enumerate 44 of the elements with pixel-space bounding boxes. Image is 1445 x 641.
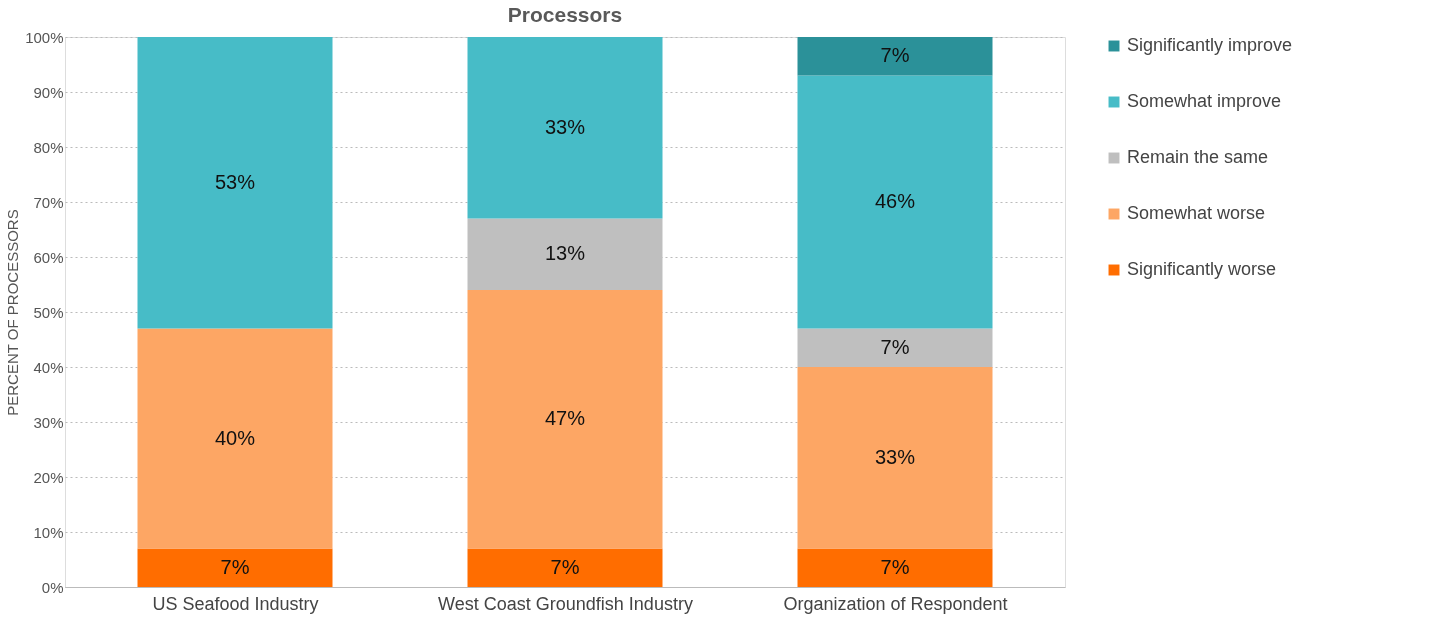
data-label: 7% <box>220 555 250 578</box>
bar <box>137 548 333 587</box>
bar <box>137 37 333 329</box>
data-label: 40% <box>214 426 256 449</box>
bar <box>797 548 993 587</box>
bar <box>467 37 663 219</box>
y-tick-label: 10% <box>33 523 64 541</box>
bar <box>797 367 993 549</box>
y-tick-label: 90% <box>33 83 64 101</box>
chart-title: Processors <box>507 3 623 26</box>
y-tick-label: 60% <box>33 248 64 266</box>
y-tick-label: 0% <box>41 578 64 596</box>
bar <box>137 328 333 549</box>
data-label: 13% <box>544 242 586 265</box>
legend-label: Significantly worse <box>1127 259 1277 279</box>
y-axis-title: PERCENT OF PROCESSORS <box>4 209 22 416</box>
x-tick-label: Organization of Respondent <box>783 593 1008 614</box>
data-label: 33% <box>874 445 916 468</box>
legend-label: Remain the same <box>1127 147 1269 167</box>
y-tick-label: 40% <box>33 358 64 376</box>
data-label: 7% <box>550 555 580 578</box>
legend-label: Somewhat improve <box>1127 91 1282 111</box>
bar <box>797 328 993 367</box>
data-label: 7% <box>880 555 910 578</box>
bar <box>467 290 663 549</box>
y-tick-label: 50% <box>33 303 64 321</box>
bar <box>797 37 993 76</box>
x-tick-label: West Coast Groundfish Industry <box>438 593 693 614</box>
data-label: 46% <box>874 190 916 212</box>
y-tick-label: 70% <box>33 193 64 211</box>
data-label: 7% <box>880 44 910 67</box>
bar <box>467 548 663 587</box>
y-tick-label: 20% <box>33 468 64 486</box>
data-label: 53% <box>214 170 256 193</box>
legend-label: Significantly improve <box>1127 35 1293 55</box>
y-tick-label: 100% <box>25 28 64 46</box>
data-label: 7% <box>880 335 910 358</box>
legend-label: Somewhat worse <box>1127 203 1266 223</box>
x-tick-label: US Seafood Industry <box>152 593 319 614</box>
data-label: 33% <box>544 115 586 138</box>
data-label: 47% <box>544 407 586 430</box>
y-tick-label: 30% <box>33 413 64 431</box>
y-tick-label: 80% <box>33 138 64 156</box>
bar <box>797 75 993 329</box>
